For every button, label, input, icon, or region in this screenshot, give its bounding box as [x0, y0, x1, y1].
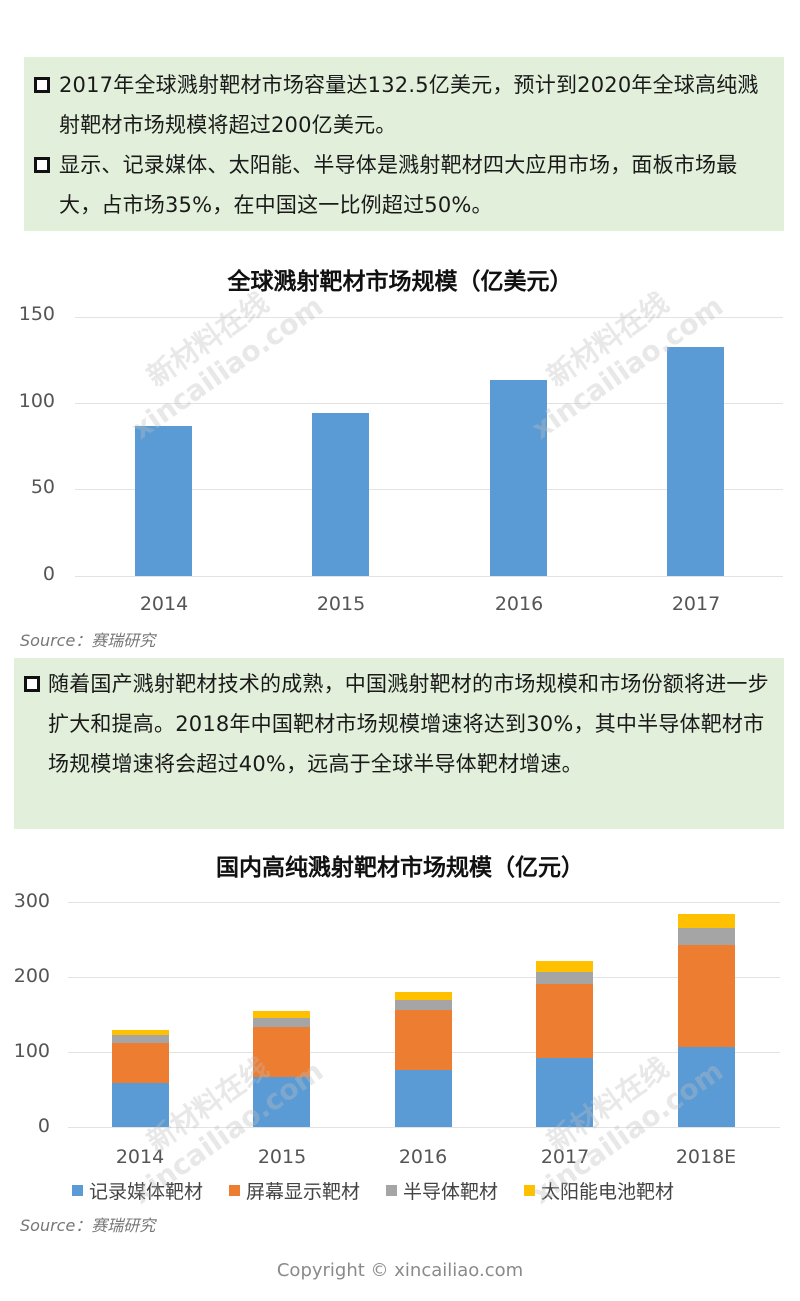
- y-tick: 50: [30, 476, 55, 498]
- square-bullet-icon: [24, 676, 40, 692]
- y-tick: 0: [37, 1115, 50, 1137]
- x-tick: 2014: [115, 1146, 165, 1168]
- note-text: 显示、记录媒体、太阳能、半导体是溅射靶材四大应用市场，面板市场最大，占市场35%…: [59, 153, 738, 217]
- note-item: 2017年全球溅射靶材市场容量达132.5亿美元，预计到2020年全球高纯溅射靶…: [34, 65, 779, 145]
- bar-segment: [536, 972, 593, 984]
- square-bullet-icon: [34, 157, 50, 173]
- stacked-bar-2018E: [678, 914, 735, 1127]
- y-tick: 150: [18, 303, 55, 325]
- x-tick: 2017: [540, 1146, 590, 1168]
- bar-segment: [678, 927, 735, 945]
- legend-item: 太阳能电池靶材: [524, 1177, 674, 1204]
- stacked-bar-2016: [395, 992, 452, 1127]
- y-tick: 0: [42, 563, 55, 585]
- x-tick: 2015: [257, 1146, 307, 1168]
- legend-label: 太阳能电池靶材: [541, 1181, 675, 1203]
- bar-segment: [678, 1046, 735, 1127]
- bar-segment: [112, 1043, 169, 1083]
- chart2-title: 国内高纯溅射靶材市场规模（亿元）: [216, 855, 584, 881]
- stacked-bar-2014: [112, 1030, 169, 1127]
- gridline: [68, 977, 780, 978]
- chart2-legend: 记录媒体靶材 屏幕显示靶材 半导体靶材 太阳能电池靶材: [72, 1177, 700, 1204]
- x-tick: 2016: [494, 593, 544, 615]
- chart2-source: Source：赛瑞研究: [20, 1216, 156, 1235]
- summary-note-box: 2017年全球溅射靶材市场容量达132.5亿美元，预计到2020年全球高纯溅射靶…: [24, 57, 784, 231]
- bar-segment: [395, 1010, 452, 1070]
- bar-segment: [253, 1017, 310, 1027]
- bar-segment: [536, 1058, 593, 1127]
- bar-segment: [253, 1026, 310, 1078]
- bar-segment: [112, 1082, 169, 1127]
- bar-segment: [253, 1077, 310, 1127]
- bar-2016: [490, 380, 547, 576]
- legend-label: 屏幕显示靶材: [246, 1181, 361, 1203]
- bar-segment: [112, 1030, 169, 1035]
- x-tick: 2016: [398, 1146, 448, 1168]
- axis-baseline: [75, 576, 783, 577]
- stacked-bar-2015: [253, 1010, 310, 1127]
- legend-swatch-orange: [229, 1185, 241, 1196]
- note-item: 显示、记录媒体、太阳能、半导体是溅射靶材四大应用市场，面板市场最大，占市场35%…: [34, 145, 779, 225]
- bar-segment: [678, 944, 735, 1047]
- y-tick: 200: [13, 965, 50, 987]
- legend-item: 半导体靶材: [386, 1177, 498, 1204]
- note-item: 随着国产溅射靶材技术的成熟，中国溅射靶材的市场规模和市场份额将进一步扩大和提高。…: [24, 664, 779, 784]
- x-tick: 2018E: [675, 1146, 737, 1168]
- bar-segment: [678, 914, 735, 928]
- square-bullet-icon: [34, 77, 50, 93]
- x-tick: 2017: [671, 593, 721, 615]
- y-tick: 300: [13, 890, 50, 912]
- note-text: 随着国产溅射靶材技术的成熟，中国溅射靶材的市场规模和市场份额将进一步扩大和提高。…: [48, 672, 769, 776]
- copyright-footer: Copyright © xincailiao.com: [276, 1260, 524, 1281]
- bar-2015: [312, 413, 369, 576]
- x-tick: 2014: [139, 593, 189, 615]
- bar-segment: [395, 1069, 452, 1127]
- bar-segment: [112, 1034, 169, 1043]
- bar-segment: [253, 1010, 310, 1018]
- gridline: [75, 403, 783, 404]
- legend-label: 记录媒体靶材: [89, 1181, 204, 1203]
- bar-segment: [536, 983, 593, 1059]
- gridline: [75, 317, 783, 318]
- bar-segment: [536, 960, 593, 973]
- stacked-bar-2017: [536, 960, 593, 1127]
- chart1-plot-area: [75, 317, 783, 577]
- bar-2017: [667, 347, 724, 576]
- chart1-title: 全球溅射靶材市场规模（亿美元）: [227, 269, 573, 295]
- legend-swatch-gray: [386, 1185, 398, 1196]
- y-tick: 100: [18, 390, 55, 412]
- note-text: 2017年全球溅射靶材市场容量达132.5亿美元，预计到2020年全球高纯溅射靶…: [59, 73, 759, 137]
- gridline: [68, 902, 780, 903]
- china-market-note-box: 随着国产溅射靶材技术的成熟，中国溅射靶材的市场规模和市场份额将进一步扩大和提高。…: [14, 658, 784, 829]
- bar-segment: [395, 992, 452, 1001]
- gridline: [75, 489, 783, 490]
- bar-segment: [395, 1000, 452, 1011]
- legend-swatch-blue: [72, 1185, 83, 1196]
- y-tick: 100: [13, 1040, 50, 1062]
- axis-baseline: [68, 1127, 780, 1128]
- chart2-plot-area: [68, 902, 780, 1128]
- x-tick: 2015: [316, 593, 366, 615]
- legend-label: 半导体靶材: [403, 1181, 499, 1203]
- legend-swatch-yellow: [524, 1185, 536, 1196]
- bar-2014: [135, 426, 192, 576]
- legend-item: 屏幕显示靶材: [229, 1177, 360, 1204]
- legend-item: 记录媒体靶材: [72, 1177, 203, 1204]
- chart1-source: Source：赛瑞研究: [20, 631, 156, 650]
